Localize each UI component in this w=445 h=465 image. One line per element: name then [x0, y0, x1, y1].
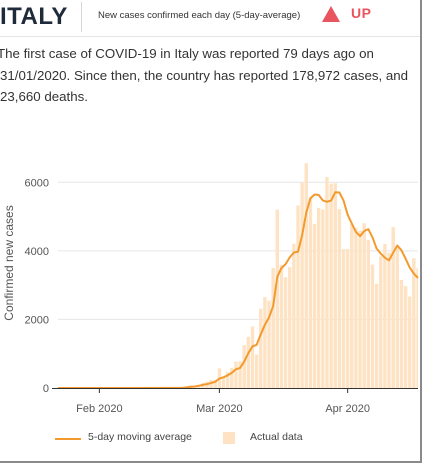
bar-actual-data: [374, 283, 379, 388]
legend-label-moving-average: 5-day moving average: [88, 431, 192, 443]
bar-actual-data: [263, 297, 267, 388]
bar-actual-data: [321, 209, 325, 388]
bar-actual-data: [341, 249, 346, 388]
y-tick-label: 6000: [25, 177, 49, 189]
bar-actual-data: [246, 336, 251, 388]
trend-label: UP: [351, 5, 372, 21]
metric-label: New cases confirmed each day (5-day-aver…: [98, 10, 301, 21]
legend-bar-swatch: [223, 432, 235, 444]
bar-actual-data: [267, 300, 271, 388]
country-title: ITALY: [0, 3, 68, 30]
bar-actual-data: [283, 277, 288, 388]
header-divider-line: [0, 36, 420, 37]
bar-actual-data: [312, 223, 317, 388]
bar-actual-data: [259, 308, 263, 388]
bar-actual-data: [408, 296, 412, 388]
bar-actual-data: [308, 197, 313, 388]
bar-actual-data: [300, 182, 304, 388]
y-tick-label: 4000: [25, 246, 49, 258]
bar-actual-data: [337, 209, 342, 388]
bar-actual-data: [416, 268, 418, 388]
bar-actual-data: [254, 354, 259, 388]
bar-actual-data: [329, 183, 333, 388]
bar-actual-data: [230, 367, 234, 388]
bar-actual-data: [221, 376, 226, 388]
bar-actual-data: [325, 177, 329, 388]
bar-actual-data: [383, 243, 387, 388]
panel-frame: [0, 0, 422, 463]
bar-actual-data: [379, 256, 383, 388]
bar-actual-data: [354, 227, 358, 388]
bar-actual-data: [292, 243, 296, 388]
summary-text: The first case of COVID-19 in Italy was …: [0, 46, 409, 104]
legend-line-swatch: [55, 438, 81, 440]
bar-actual-data: [412, 258, 416, 388]
bar-actual-data: [345, 249, 350, 388]
bar-actual-data: [275, 209, 280, 388]
x-tick-label: Apr 2020: [325, 403, 370, 415]
bar-actual-data: [387, 252, 391, 388]
bar-actual-data: [271, 268, 275, 388]
x-tick-label: Mar 2020: [196, 403, 242, 415]
bar-actual-data: [279, 264, 284, 388]
bar-actual-data: [225, 372, 230, 388]
bar-actual-data: [242, 345, 246, 388]
moving-average-line: [58, 191, 419, 389]
bar-actual-data: [213, 379, 217, 388]
header: ITALY New cases confirmed each day (5-da…: [0, 0, 420, 34]
bar-actual-data: [316, 208, 321, 388]
bar-actual-data: [304, 163, 308, 388]
bar-actual-data: [391, 227, 395, 388]
cases-chart: 0 2000 4000 6000 Confirmed new cases Feb 2020…: [2, 163, 419, 415]
y-axis-label: Confirmed new cases: [2, 205, 16, 320]
bar-actual-data: [366, 240, 371, 388]
bar-actual-data: [288, 267, 292, 388]
y-tick-label: 0: [43, 383, 49, 395]
bar-actual-data: [234, 361, 238, 388]
bar-actual-data: [403, 286, 408, 388]
header-divider: [81, 2, 82, 32]
y-tick-label: 2000: [25, 314, 49, 326]
bar-actual-data: [370, 264, 375, 388]
x-tick-label: Feb 2020: [76, 403, 122, 415]
triangle-up-icon: [322, 6, 340, 22]
bar-actual-data: [238, 361, 242, 388]
bar-actual-data: [250, 326, 255, 388]
bar-actual-data: [358, 230, 362, 388]
bar-actual-data: [399, 279, 404, 388]
bar-actual-data: [350, 224, 354, 388]
bar-actual-data: [395, 247, 400, 388]
bar-actual-data: [296, 205, 300, 388]
bar-actual-data: [362, 223, 366, 388]
legend-label-actual-data: Actual data: [250, 431, 303, 443]
bar-actual-data: [333, 183, 337, 388]
